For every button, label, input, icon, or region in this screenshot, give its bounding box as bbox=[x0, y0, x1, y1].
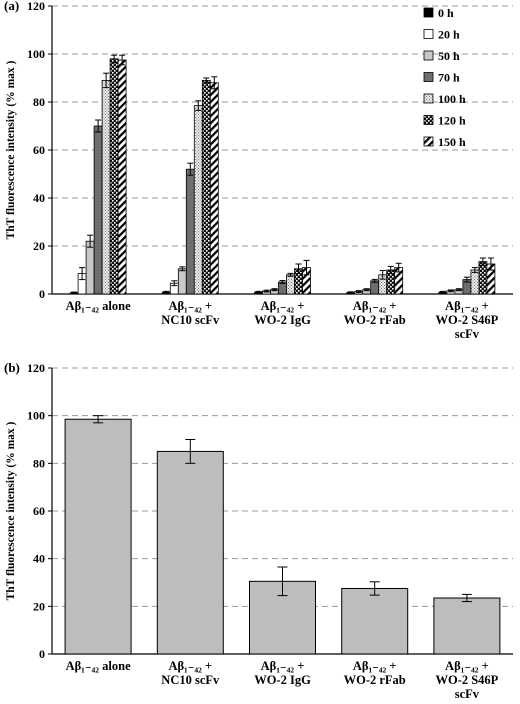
x-category-label: WO-2 S46P bbox=[435, 673, 498, 687]
y-tick-label: 100 bbox=[27, 47, 45, 61]
legend-swatch bbox=[423, 7, 434, 18]
bar-120h bbox=[478, 261, 488, 295]
legend-label: 150 h bbox=[438, 135, 466, 149]
bar-100h bbox=[193, 105, 203, 295]
x-category-label: Aβ₁₋₄₂ alone bbox=[66, 659, 132, 673]
x-category-label: Aβ₁₋₄₂ + bbox=[261, 659, 305, 673]
legend-label: 120 h bbox=[438, 114, 466, 128]
x-category-label: Aβ₁₋₄₂ + bbox=[261, 299, 305, 313]
x-category-label: scFv bbox=[455, 687, 480, 701]
bar bbox=[64, 418, 132, 655]
x-category-label: NC10 scFv bbox=[161, 673, 220, 687]
y-tick-label: 40 bbox=[33, 552, 45, 566]
x-category-label: Aβ₁₋₄₂ + bbox=[168, 299, 212, 313]
x-category-label: Aβ₁₋₄₂ + bbox=[445, 299, 489, 313]
bar-50h bbox=[85, 240, 95, 295]
y-tick-label: 120 bbox=[27, 361, 45, 375]
chart-panel-b: 0 20 40 60 80 100 120 ThT fluorescence intensit… bbox=[4, 360, 513, 701]
y-tick-label: 20 bbox=[33, 239, 45, 253]
x-category-label: WO-2 rFab bbox=[344, 313, 406, 327]
legend-swatch bbox=[423, 29, 434, 39]
y-tick-label: 0 bbox=[39, 287, 45, 301]
x-category-label: WO-2 IgG bbox=[254, 313, 311, 327]
bar-70h bbox=[370, 280, 380, 295]
panel-label: (b) bbox=[4, 360, 20, 375]
panel-label: (a) bbox=[4, 0, 19, 13]
bar-120h bbox=[201, 80, 211, 295]
x-category-label: WO-2 S46P bbox=[435, 313, 498, 327]
bar-150h bbox=[117, 59, 127, 295]
legend-swatch bbox=[423, 72, 434, 82]
bar bbox=[433, 597, 501, 655]
x-category-label: WO-2 rFab bbox=[344, 673, 406, 687]
x-category-label: NC10 scFv bbox=[161, 313, 220, 327]
bar-100h bbox=[286, 274, 295, 295]
x-category-label: Aβ₁₋₄₂ alone bbox=[66, 299, 132, 313]
legend-label: 70 h bbox=[438, 71, 460, 85]
bar bbox=[156, 450, 224, 655]
y-tick-label: 80 bbox=[33, 456, 45, 470]
y-tick-label: 60 bbox=[33, 143, 45, 157]
x-category-label: scFv bbox=[455, 327, 480, 341]
x-category-label: Aβ₁₋₄₂ + bbox=[353, 299, 397, 313]
y-axis-title: ThT fluorescence intensity (% max ) bbox=[5, 421, 17, 600]
y-tick-label: 100 bbox=[27, 409, 45, 423]
x-category-label: WO-2 IgG bbox=[254, 673, 311, 687]
bar-120h bbox=[109, 58, 119, 295]
legend-label: 50 h bbox=[438, 49, 460, 63]
y-tick-label: 40 bbox=[33, 191, 45, 205]
bar-150h bbox=[209, 82, 219, 295]
y-tick-label: 60 bbox=[33, 504, 45, 518]
x-category-label: Aβ₁₋₄₂ + bbox=[353, 659, 397, 673]
legend-swatch bbox=[423, 136, 434, 147]
y-axis-title: ThT fluorescence intensity (% max ) bbox=[5, 60, 17, 239]
y-tick-label: 20 bbox=[33, 599, 45, 613]
bar-100h bbox=[101, 80, 111, 295]
x-category-label: Aβ₁₋₄₂ + bbox=[168, 659, 212, 673]
y-tick-label: 120 bbox=[27, 0, 45, 13]
bar-100h bbox=[470, 269, 480, 295]
chart-panel-a: 0 20 40 60 80 100 120 ThT fluorescence intensit… bbox=[4, 0, 513, 341]
x-category-label: Aβ₁₋₄₂ + bbox=[445, 659, 489, 673]
bar bbox=[341, 587, 409, 655]
y-tick-label: 0 bbox=[39, 647, 45, 661]
legend-swatch bbox=[423, 93, 434, 104]
legend-swatch bbox=[423, 50, 434, 61]
legend-label: 100 h bbox=[438, 92, 466, 106]
legend-swatch bbox=[423, 115, 434, 125]
legend-label: 0 h bbox=[438, 6, 454, 20]
y-tick-label: 80 bbox=[33, 95, 45, 109]
bar-70h bbox=[185, 168, 195, 295]
legend-label: 20 h bbox=[438, 28, 460, 42]
bar-50h bbox=[177, 268, 187, 295]
bar-70h bbox=[93, 125, 103, 295]
